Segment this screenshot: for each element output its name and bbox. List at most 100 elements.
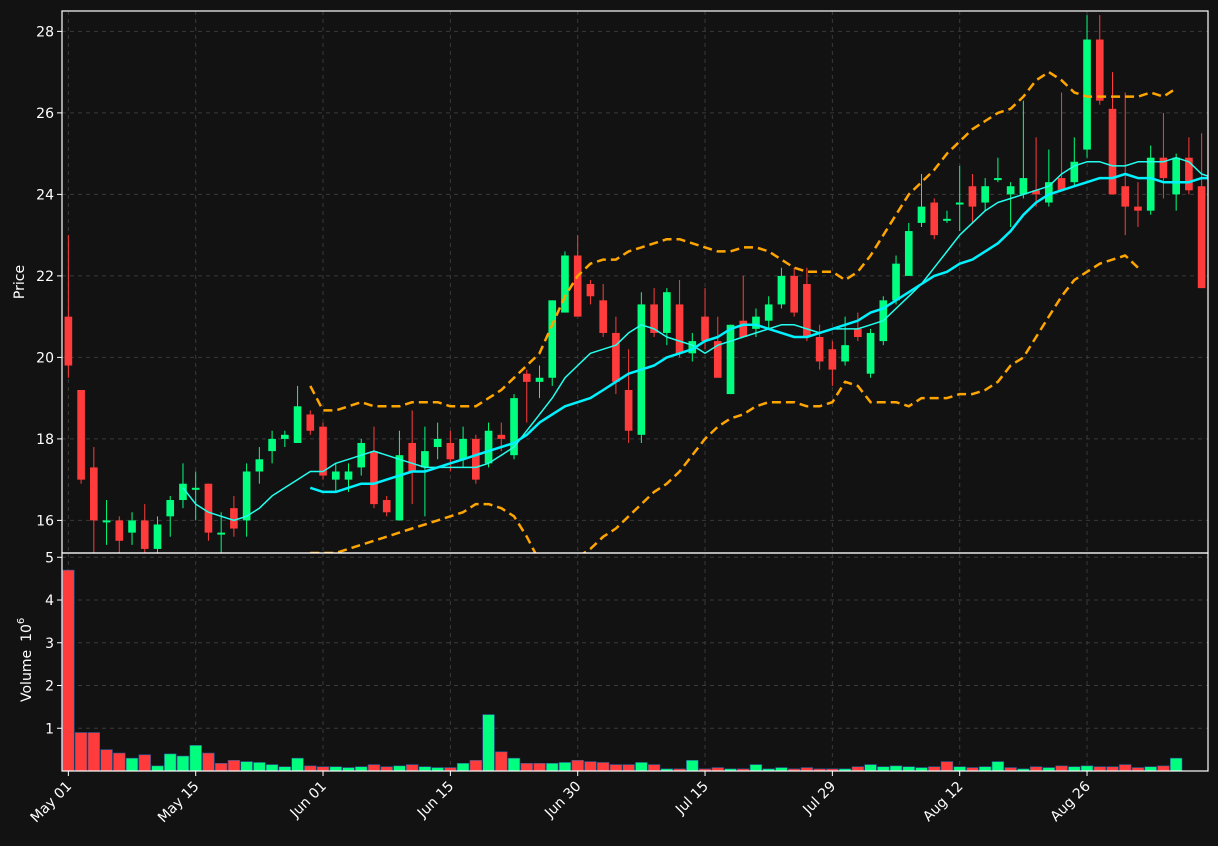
price-tick-label: 18 (36, 432, 54, 448)
candle-up (421, 451, 429, 468)
volume-bar-up (418, 766, 432, 771)
volume-bar-up (393, 765, 406, 771)
volume-bar-down (316, 766, 330, 771)
candle-up (1172, 157, 1180, 195)
candle-down (675, 304, 684, 354)
candle-up (917, 206, 926, 223)
volume-bar-down (1119, 764, 1132, 771)
candle-up (102, 520, 111, 523)
candle-up (1019, 178, 1028, 195)
price-axis-label: Price (12, 265, 28, 299)
candle-up (255, 459, 264, 472)
candle-down (815, 337, 824, 362)
candle-up (242, 471, 251, 521)
volume-bar-down (1055, 765, 1068, 771)
volume-bar-up (889, 765, 903, 771)
volume-bar-down (609, 764, 623, 771)
volume-bar-down (1093, 766, 1106, 771)
candle-down (522, 373, 531, 382)
volume-bar-up (864, 764, 877, 771)
volume-bar-down (495, 751, 508, 771)
candle-down (446, 442, 455, 460)
volume-bar-down (622, 764, 635, 771)
volume-bar-down (215, 763, 228, 771)
candle-down (612, 332, 620, 382)
volume-bar-down (1157, 765, 1170, 771)
candle-down (1057, 178, 1066, 191)
volume-tick-label: 2 (45, 679, 54, 695)
volume-bar-up (355, 766, 368, 771)
volume-axis-label: Volume 106 (16, 618, 35, 702)
volume-bar-up (164, 753, 177, 771)
volume-bar-up (189, 745, 202, 771)
candle-down (1032, 190, 1040, 195)
volume-bar-up (558, 762, 572, 771)
candle-up (688, 341, 697, 354)
volume-bar-down (571, 760, 584, 771)
volume-bar-down (647, 764, 661, 771)
volume-bar-up (1170, 757, 1183, 771)
moving-average-slow-line (309, 172, 1208, 494)
volume-tick-label: 5 (45, 550, 54, 566)
candle-up (904, 231, 913, 276)
candle-down (739, 320, 748, 338)
candle-up (892, 263, 900, 301)
candle-up (281, 434, 289, 439)
price-tick-label: 16 (36, 513, 54, 529)
volume-bar-down (87, 732, 100, 771)
volume-bar-up (749, 764, 763, 771)
volume-bar-up (635, 762, 648, 771)
price-panel: 16 18 20 22 24 26 28 Price (12, 10, 1209, 554)
volume-bar-up (240, 761, 253, 771)
candle-down (1134, 206, 1142, 211)
candle-down (497, 434, 506, 439)
volume-bar-down (367, 764, 381, 771)
candle-down (140, 520, 149, 549)
volume-bar-up (329, 766, 342, 771)
candle-up (484, 430, 493, 464)
volume-bar-down (1029, 766, 1043, 771)
candle-down (713, 341, 722, 378)
candle-up (433, 438, 442, 448)
candle-up (510, 398, 518, 456)
candle-up (395, 455, 404, 521)
volume-axis-label-exponent-power: 6 (16, 618, 27, 624)
volume-bar-down (533, 763, 546, 771)
candle-down (573, 255, 582, 317)
price-plot-area (64, 15, 1208, 553)
volume-tick-label: 3 (45, 636, 54, 652)
candle-up (1083, 39, 1091, 150)
volume-bar-up (1144, 766, 1157, 771)
volume-panel: 1 2 3 4 5 Volume 106 (16, 550, 1209, 772)
price-tick-label: 20 (36, 350, 54, 366)
moving-average-fast-line (182, 156, 1208, 522)
volume-bar-down (62, 569, 75, 771)
candle-down (1185, 157, 1193, 191)
candle-up (1146, 157, 1155, 211)
price-tick-label: 22 (36, 269, 54, 285)
volume-tick-label: 1 (45, 721, 54, 737)
candle-up (1070, 161, 1079, 183)
candle-down (1197, 186, 1206, 289)
volume-bar-up (176, 755, 190, 771)
volume-bar-down (138, 754, 151, 771)
candle-down (77, 389, 85, 480)
volume-bar-down (304, 765, 317, 771)
volume-bar-up (686, 760, 699, 771)
volume-bar-up (1068, 766, 1081, 771)
volume-bar-down (520, 763, 533, 771)
candle-down (382, 500, 391, 513)
candle-down (854, 328, 862, 338)
candle-down (828, 349, 837, 370)
candle-down (90, 467, 98, 521)
candle-up (191, 487, 200, 490)
volume-bar-up (482, 714, 495, 771)
volume-bar-up (953, 766, 966, 771)
candle-up (344, 471, 353, 480)
candle-down (408, 442, 416, 472)
candle-down (472, 438, 480, 480)
volume-bar-up (125, 757, 139, 771)
candle-up (217, 532, 225, 535)
volume-bar-down (406, 764, 419, 771)
